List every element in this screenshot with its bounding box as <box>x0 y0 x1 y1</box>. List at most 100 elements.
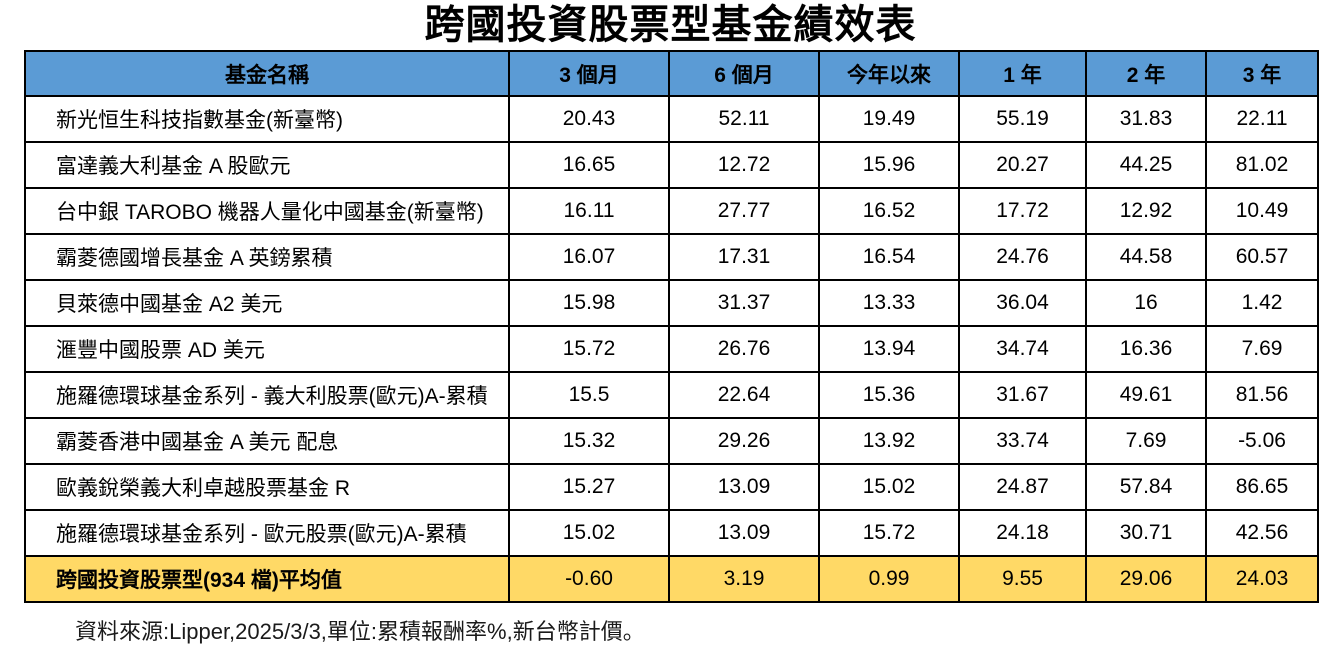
fund-name: 施羅德環球基金系列 - 義大利股票(歐元)A-累積 <box>24 371 510 419</box>
value-1y: 20.27 <box>958 141 1087 189</box>
value-6m: 13.09 <box>668 509 820 557</box>
fund-name: 歐義銳榮義大利卓越股票基金 R <box>24 463 510 511</box>
value-ytd: 13.94 <box>818 325 960 373</box>
value-3m: 16.65 <box>508 141 670 189</box>
value-3m: 15.27 <box>508 463 670 511</box>
value-6m: 52.11 <box>668 95 820 143</box>
value-3m: 15.98 <box>508 279 670 327</box>
value-2y: 7.69 <box>1085 417 1207 465</box>
fund-name: 富達義大利基金 A 股歐元 <box>24 141 510 189</box>
column-header-6m: 6 個月 <box>668 50 820 97</box>
value-1y: 36.04 <box>958 279 1087 327</box>
fund-name: 新光恒生科技指數基金(新臺幣) <box>24 95 510 143</box>
value-6m: 13.09 <box>668 463 820 511</box>
table-row: 台中銀 TAROBO 機器人量化中國基金(新臺幣) 16.11 27.77 16… <box>24 187 1319 235</box>
value-2y: 30.71 <box>1085 509 1207 557</box>
column-header-ytd: 今年以來 <box>818 50 960 97</box>
table-row: 滙豐中國股票 AD 美元 15.72 26.76 13.94 34.74 16.… <box>24 325 1319 373</box>
value-1y: 33.74 <box>958 417 1087 465</box>
value-3y: 60.57 <box>1205 233 1319 281</box>
table-row: 富達義大利基金 A 股歐元 16.65 12.72 15.96 20.27 44… <box>24 141 1319 189</box>
value-3m: 15.5 <box>508 371 670 419</box>
table-row: 霸菱香港中國基金 A 美元 配息 15.32 29.26 13.92 33.74… <box>24 417 1319 465</box>
value-ytd: 19.49 <box>818 95 960 143</box>
value-ytd: 15.96 <box>818 141 960 189</box>
column-header-3m: 3 個月 <box>508 50 670 97</box>
value-ytd: 15.02 <box>818 463 960 511</box>
fund-name: 霸菱德國增長基金 A 英鎊累積 <box>24 233 510 281</box>
value-3y: 86.65 <box>1205 463 1319 511</box>
fund-name: 滙豐中國股票 AD 美元 <box>24 325 510 373</box>
summary-value-3m: -0.60 <box>508 555 670 603</box>
summary-value-1y: 9.55 <box>958 555 1087 603</box>
value-3y: -5.06 <box>1205 417 1319 465</box>
column-header-3y: 3 年 <box>1205 50 1319 97</box>
table-row: 貝萊德中國基金 A2 美元 15.98 31.37 13.33 36.04 16… <box>24 279 1319 327</box>
value-2y: 49.61 <box>1085 371 1207 419</box>
header-row: 基金名稱 3 個月 6 個月 今年以來 1 年 2 年 3 年 <box>24 50 1319 97</box>
value-6m: 31.37 <box>668 279 820 327</box>
value-3y: 81.56 <box>1205 371 1319 419</box>
column-header-1y: 1 年 <box>958 50 1087 97</box>
value-3y: 10.49 <box>1205 187 1319 235</box>
value-3m: 15.02 <box>508 509 670 557</box>
value-3y: 81.02 <box>1205 141 1319 189</box>
table-row: 施羅德環球基金系列 - 歐元股票(歐元)A-累積 15.02 13.09 15.… <box>24 509 1319 557</box>
value-2y: 16.36 <box>1085 325 1207 373</box>
value-3y: 22.11 <box>1205 95 1319 143</box>
summary-value-6m: 3.19 <box>668 555 820 603</box>
value-2y: 44.25 <box>1085 141 1207 189</box>
fund-performance-table: 基金名稱 3 個月 6 個月 今年以來 1 年 2 年 3 年 新光恒生科技指數… <box>24 50 1319 603</box>
value-3m: 15.72 <box>508 325 670 373</box>
value-6m: 27.77 <box>668 187 820 235</box>
fund-name: 台中銀 TAROBO 機器人量化中國基金(新臺幣) <box>24 187 510 235</box>
value-1y: 24.18 <box>958 509 1087 557</box>
value-3y: 1.42 <box>1205 279 1319 327</box>
value-3y: 7.69 <box>1205 325 1319 373</box>
data-source-footnote: 資料來源:Lipper,2025/3/3,單位:累積報酬率%,新台幣計價。 <box>75 619 645 644</box>
summary-value-3y: 24.03 <box>1205 555 1319 603</box>
table-header: 基金名稱 3 個月 6 個月 今年以來 1 年 2 年 3 年 <box>24 50 1319 97</box>
value-ytd: 16.52 <box>818 187 960 235</box>
summary-row: 跨國投資股票型(934 檔)平均值 -0.60 3.19 0.99 9.55 2… <box>24 555 1319 603</box>
value-3y: 42.56 <box>1205 509 1319 557</box>
value-3m: 15.32 <box>508 417 670 465</box>
table-row: 歐義銳榮義大利卓越股票基金 R 15.27 13.09 15.02 24.87 … <box>24 463 1319 511</box>
value-6m: 26.76 <box>668 325 820 373</box>
value-2y: 44.58 <box>1085 233 1207 281</box>
value-6m: 22.64 <box>668 371 820 419</box>
value-ytd: 15.72 <box>818 509 960 557</box>
summary-value-ytd: 0.99 <box>818 555 960 603</box>
page-title: 跨國投資股票型基金績效表 <box>424 3 917 47</box>
value-1y: 34.74 <box>958 325 1087 373</box>
value-1y: 17.72 <box>958 187 1087 235</box>
value-ytd: 13.92 <box>818 417 960 465</box>
table-row: 新光恒生科技指數基金(新臺幣) 20.43 52.11 19.49 55.19 … <box>24 95 1319 143</box>
value-ytd: 15.36 <box>818 371 960 419</box>
value-1y: 24.87 <box>958 463 1087 511</box>
value-1y: 24.76 <box>958 233 1087 281</box>
value-3m: 20.43 <box>508 95 670 143</box>
summary-value-2y: 29.06 <box>1085 555 1207 603</box>
fund-name: 貝萊德中國基金 A2 美元 <box>24 279 510 327</box>
value-6m: 17.31 <box>668 233 820 281</box>
fund-name: 霸菱香港中國基金 A 美元 配息 <box>24 417 510 465</box>
value-2y: 31.83 <box>1085 95 1207 143</box>
column-header-2y: 2 年 <box>1085 50 1207 97</box>
summary-label: 跨國投資股票型(934 檔)平均值 <box>24 555 510 603</box>
value-ytd: 16.54 <box>818 233 960 281</box>
table-row: 施羅德環球基金系列 - 義大利股票(歐元)A-累積 15.5 22.64 15.… <box>24 371 1319 419</box>
value-3m: 16.11 <box>508 187 670 235</box>
fund-name: 施羅德環球基金系列 - 歐元股票(歐元)A-累積 <box>24 509 510 557</box>
value-6m: 29.26 <box>668 417 820 465</box>
column-header-fund-name: 基金名稱 <box>24 50 510 97</box>
value-2y: 16 <box>1085 279 1207 327</box>
value-6m: 12.72 <box>668 141 820 189</box>
value-2y: 12.92 <box>1085 187 1207 235</box>
value-1y: 31.67 <box>958 371 1087 419</box>
value-3m: 16.07 <box>508 233 670 281</box>
value-2y: 57.84 <box>1085 463 1207 511</box>
table-row: 霸菱德國增長基金 A 英鎊累積 16.07 17.31 16.54 24.76 … <box>24 233 1319 281</box>
value-1y: 55.19 <box>958 95 1087 143</box>
value-ytd: 13.33 <box>818 279 960 327</box>
